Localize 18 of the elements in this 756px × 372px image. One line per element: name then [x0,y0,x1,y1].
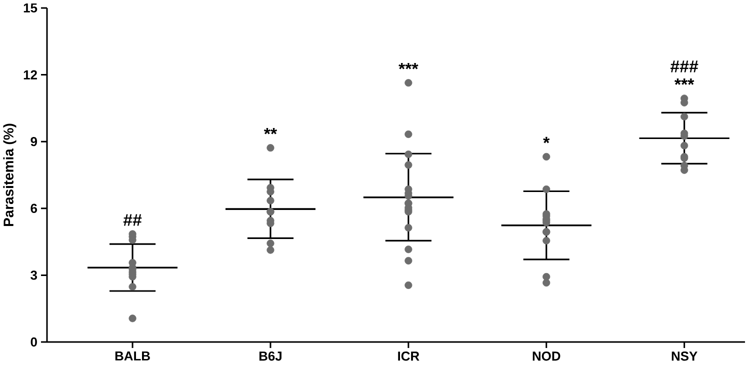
x-tick-label: BALB [115,352,150,360]
y-tick-label: 6 [30,204,38,213]
x-tick-label: ICR [398,352,420,361]
annotation: *** [674,78,694,85]
y-tick-label: 9 [30,137,37,146]
y-tick-label: 0 [30,337,37,347]
y-tick-label: 12 [24,70,37,80]
x-tick-label: NSY [672,352,698,361]
y-tick-label: 3 [30,270,38,280]
x-tick-label: B6J [259,352,282,361]
annotation: *** [398,62,418,70]
y-tick-label: 15 [24,3,38,13]
y-axis-title: Parasitemia (%) [3,124,16,226]
annotation: ** [264,128,278,134]
annotation: * [543,136,550,144]
x-tick-label: NOD [532,352,560,361]
annotation: ## [123,214,142,226]
annotation: ### [670,60,698,72]
